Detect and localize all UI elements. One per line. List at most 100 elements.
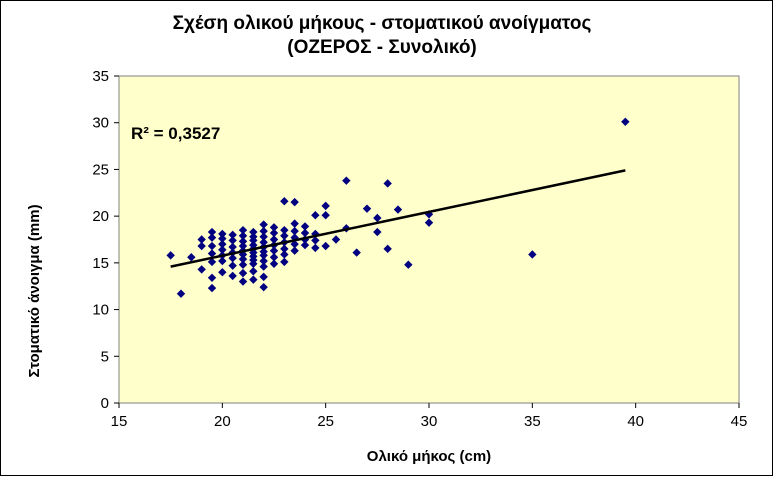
data-point [259,272,268,282]
data-point [218,245,227,254]
data-point [259,232,268,241]
data-point [228,253,237,263]
data-point [249,267,258,276]
data-point [300,235,310,244]
data-point [238,241,248,251]
x-tick-label: 30 [421,413,438,430]
data-point [311,236,320,245]
data-point [331,235,341,244]
chart-title: Σχέση ολικού μήκους - στοματικού ανοίγμα… [173,13,592,34]
data-point [290,197,299,207]
data-point [373,213,382,223]
data-point [393,205,403,214]
y-tick-label: 10 [92,302,109,319]
data-point [321,211,330,220]
data-point [218,234,227,243]
data-point [249,227,258,237]
data-point [207,273,217,283]
data-point [238,254,248,264]
data-point [269,259,279,268]
data-point [218,229,227,239]
data-point [269,228,279,238]
data-point [259,256,268,266]
y-tick-label: 35 [92,68,109,85]
data-point [404,260,413,269]
data-point [259,247,268,256]
data-point [228,230,237,240]
data-point [280,225,289,235]
data-point [280,257,289,267]
y-tick-label: 15 [92,255,109,272]
data-point [321,201,330,211]
data-point [207,227,217,237]
data-point [166,251,175,260]
x-tick-label: 20 [214,413,231,430]
data-point [238,231,248,240]
data-point [197,235,206,244]
data-point [218,239,227,249]
x-tick-label: 15 [111,413,128,430]
data-point [621,117,630,126]
y-axis-title: Στοματικό άνοιγμα (mm) [26,204,43,377]
data-point [528,250,537,259]
x-tick-label: 45 [731,413,748,430]
y-tick-label: 30 [92,115,109,132]
data-point [228,242,237,252]
data-point [424,218,434,227]
data-point [187,253,196,262]
x-tick-label: 35 [524,413,541,430]
y-tick-label: 0 [101,395,109,412]
data-point [176,289,186,298]
data-point [197,241,206,251]
x-axis-title: Ολικό μήκος (cm) [367,448,491,465]
y-tick-label: 25 [92,161,109,178]
data-point [238,268,248,278]
data-point [207,283,217,293]
data-point [207,233,217,242]
data-point [218,268,227,277]
data-point [259,238,268,247]
data-point [218,256,227,266]
data-point [290,219,299,228]
data-point [249,240,258,250]
data-point [342,176,351,185]
chart-subtitle: (ΟΖΕΡΟΣ - Συνολικό) [287,37,477,58]
data-point [280,231,289,240]
data-point [238,237,248,246]
data-point [280,250,289,259]
data-point [259,226,268,236]
data-point [238,225,248,235]
data-point [311,243,320,253]
data-point [269,223,279,232]
y-tick-label: 5 [101,348,109,365]
data-point [228,236,237,245]
data-point [269,253,279,262]
axis-ticks: 15 20 25 30 35 40 45 0 5 10 15 20 25 30 35 [92,68,747,430]
data-point [290,246,299,255]
data-point [249,232,258,241]
y-tick-label: 20 [92,208,109,225]
data-point [300,228,310,238]
data-point [259,282,268,292]
data-point [259,220,268,229]
data-point [383,179,392,188]
data-point [238,260,248,269]
data-point [373,227,382,237]
data-point [362,204,372,213]
data-point [269,235,279,244]
x-tick-label: 25 [317,413,334,430]
data-point [290,226,299,236]
data-point [197,265,206,274]
data-point [352,248,361,257]
data-point [269,246,279,255]
r-squared-annotation: R² = 0,3527 [131,124,220,143]
data-point [207,249,217,258]
data-point [280,244,289,254]
data-point [321,241,330,251]
x-tick-label: 40 [627,413,644,430]
data-point [300,222,310,231]
data-point [311,211,320,220]
data-point [280,196,289,206]
data-point [300,240,310,250]
